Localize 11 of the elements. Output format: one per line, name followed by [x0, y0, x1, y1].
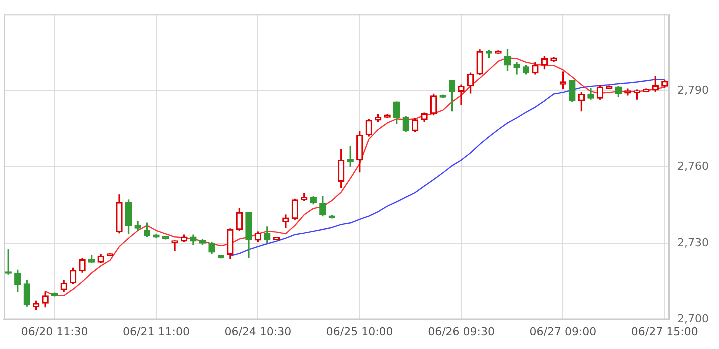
x-tick-label: 06/24 10:30 [224, 325, 292, 338]
x-tick-label: 06/27 09:00 [530, 325, 597, 338]
x-tick-label: 06/26 09:30 [428, 325, 495, 338]
y-tick-label: 2,730 [678, 236, 710, 250]
y-tick-label: 2,700 [678, 312, 710, 326]
y-tick-label: 2,760 [678, 160, 710, 174]
x-tick-label: 06/20 11:30 [21, 325, 88, 338]
x-tick-label: 06/27 15:00 [631, 325, 698, 338]
x-tick-label: 06/21 11:00 [123, 325, 190, 338]
x-tick-label: 06/25 10:00 [326, 325, 394, 338]
y-tick-label: 2,790 [678, 84, 710, 97]
